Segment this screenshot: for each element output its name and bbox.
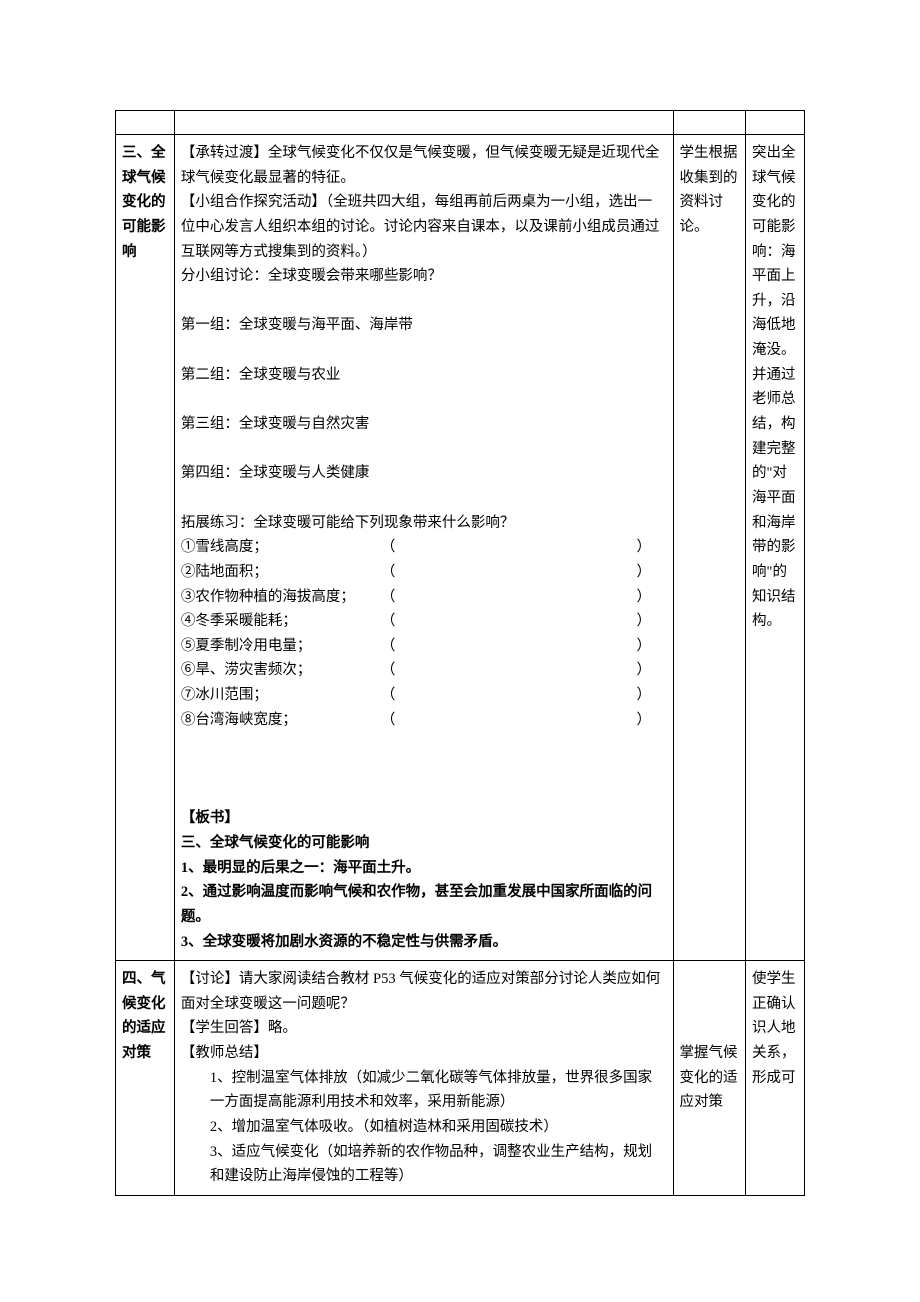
exercise-item-1: ①雪线高度； （ ）: [181, 535, 667, 560]
paren-open: （: [381, 585, 421, 610]
paren-close: ）: [637, 658, 667, 683]
paren-close: ）: [637, 683, 667, 708]
section-3-content-cell: 【承转过渡】全球气候变化不仅仅是气候变暖，但气候变暖无疑是近现代全球气候变化最显…: [174, 135, 673, 961]
group-3: 第三组：全球变暖与自然灾害: [181, 412, 667, 437]
group-activity-paragraph: 【小组合作探究活动】（全班共四大组，每组再前后两桌为一小组，选出一位中心发言人组…: [181, 190, 667, 264]
board-item-1: 1、最明显的后果之一：海平面土升。: [181, 856, 667, 881]
exercise-label: ⑦冰川范围；: [181, 683, 381, 708]
exercise-label: ⑧台湾海峡宽度；: [181, 708, 381, 733]
exercise-label: ④冬季采暖能耗；: [181, 609, 381, 634]
spacer-row: [116, 111, 805, 135]
paren-close: ）: [637, 535, 667, 560]
exercise-item-5: ⑤夏季制冷用电量； （ ）: [181, 634, 667, 659]
exercise-intro: 拓展练习：全球变暖可能给下列现象带来什么影响？: [181, 511, 667, 536]
summary-item-2: 2、增加温室气体吸收。（如植树造林和采用固碳技术）: [181, 1115, 667, 1140]
section-4-title-cell: 四、气候变化的适应对策: [116, 961, 175, 1196]
teacher-summary-label: 【教师总结】: [181, 1041, 667, 1066]
exercise-label: ①雪线高度；: [181, 535, 381, 560]
discussion-prompt: 分小组讨论：全球变暖会带来哪些影响？: [181, 264, 667, 289]
exercise-item-6: ⑥旱、涝灾害频次； （ ）: [181, 658, 667, 683]
exercise-item-7: ⑦冰川范围； （ ）: [181, 683, 667, 708]
section-3-intent-cell: 突出全球气候变化的可能影响：海平面上升，沿海低地淹没。并通过老师总结，构建完整的…: [746, 135, 805, 961]
section-4-content-cell: 【讨论】请大家阅读结合教材 P53 气候变化的适应对策部分讨论人类应如何面对全球…: [174, 961, 673, 1196]
exercise-label: ②陆地面积；: [181, 560, 381, 585]
paren-close: ）: [637, 634, 667, 659]
exercise-item-2: ②陆地面积； （ ）: [181, 560, 667, 585]
student-activity-text: 学生根据收集到的资料讨论。: [680, 145, 738, 235]
board-item-3: 3、全球变暖将加剧水资源的不稳定性与供需矛盾。: [181, 930, 667, 955]
design-intent-text: 突出全球气候变化的可能影响：海平面上升，沿海低地淹没。并通过老师总结，构建完整的…: [752, 145, 796, 629]
exercise-item-8: ⑧台湾海峡宽度； （ ）: [181, 708, 667, 733]
group-1: 第一组：全球变暖与海平面、海岸带: [181, 313, 667, 338]
group-4: 第四组：全球变暖与人类健康: [181, 461, 667, 486]
paren-close: ）: [637, 609, 667, 634]
paren-close: ）: [637, 560, 667, 585]
summary-item-1: 1、控制温室气体排放（如减少二氧化碳等气体排放量，世界很多国家一方面提高能源利用…: [181, 1066, 667, 1115]
board-title: 三、全球气候变化的可能影响: [181, 831, 667, 856]
paren-open: （: [381, 658, 421, 683]
section-4-title: 四、气候变化的适应对策: [122, 971, 166, 1061]
section-3-title-cell: 三、全球气候变化的可能影响: [116, 135, 175, 961]
section-3-title: 三、全球气候变化的可能影响: [122, 145, 166, 260]
student-answer-paragraph: 【学生回答】略。: [181, 1016, 667, 1041]
section-4-row: 四、气候变化的适应对策 【讨论】请大家阅读结合教材 P53 气候变化的适应对策部…: [116, 961, 805, 1196]
section-4-intent-cell: 使学生正确认识人地关系，形成可: [746, 961, 805, 1196]
paren-open: （: [381, 683, 421, 708]
paren-open: （: [381, 535, 421, 560]
document-page: 三、全球气候变化的可能影响 【承转过渡】全球气候变化不仅仅是气候变暖，但气候变暖…: [0, 0, 920, 1236]
exercise-label: ③农作物种植的海拔高度；: [181, 585, 381, 610]
lesson-table: 三、全球气候变化的可能影响 【承转过渡】全球气候变化不仅仅是气候变暖，但气候变暖…: [115, 110, 805, 1196]
discussion-paragraph: 【讨论】请大家阅读结合教材 P53 气候变化的适应对策部分讨论人类应如何面对全球…: [181, 967, 667, 1016]
board-item-2: 2、通过影响温度而影响气候和农作物，甚至会加重发展中国家所面临的问题。: [181, 880, 667, 929]
exercise-label: ⑤夏季制冷用电量；: [181, 634, 381, 659]
board-label: 【板书】: [181, 806, 667, 831]
paren-close: ）: [637, 585, 667, 610]
summary-item-3: 3、适应气候变化（如培养新的农作物品种，调整农业生产结构，规划和建设防止海岸侵蚀…: [181, 1140, 667, 1189]
exercise-item-3: ③农作物种植的海拔高度； （ ）: [181, 585, 667, 610]
group-2: 第二组：全球变暖与农业: [181, 363, 667, 388]
paren-open: （: [381, 609, 421, 634]
exercise-item-4: ④冬季采暖能耗； （ ）: [181, 609, 667, 634]
student-activity-text: 掌握气候变化的适应对策: [680, 1045, 738, 1110]
paren-open: （: [381, 560, 421, 585]
design-intent-text: 使学生正确认识人地关系，形成可: [752, 971, 796, 1086]
section-3-row: 三、全球气候变化的可能影响 【承转过渡】全球气候变化不仅仅是气候变暖，但气候变暖…: [116, 135, 805, 961]
paren-open: （: [381, 708, 421, 733]
section-3-student-cell: 学生根据收集到的资料讨论。: [673, 135, 746, 961]
exercise-label: ⑥旱、涝灾害频次；: [181, 658, 381, 683]
transition-paragraph: 【承转过渡】全球气候变化不仅仅是气候变暖，但气候变暖无疑是近现代全球气候变化最显…: [181, 141, 667, 190]
section-4-student-cell: 掌握气候变化的适应对策: [673, 961, 746, 1196]
paren-open: （: [381, 634, 421, 659]
paren-close: ）: [637, 708, 667, 733]
